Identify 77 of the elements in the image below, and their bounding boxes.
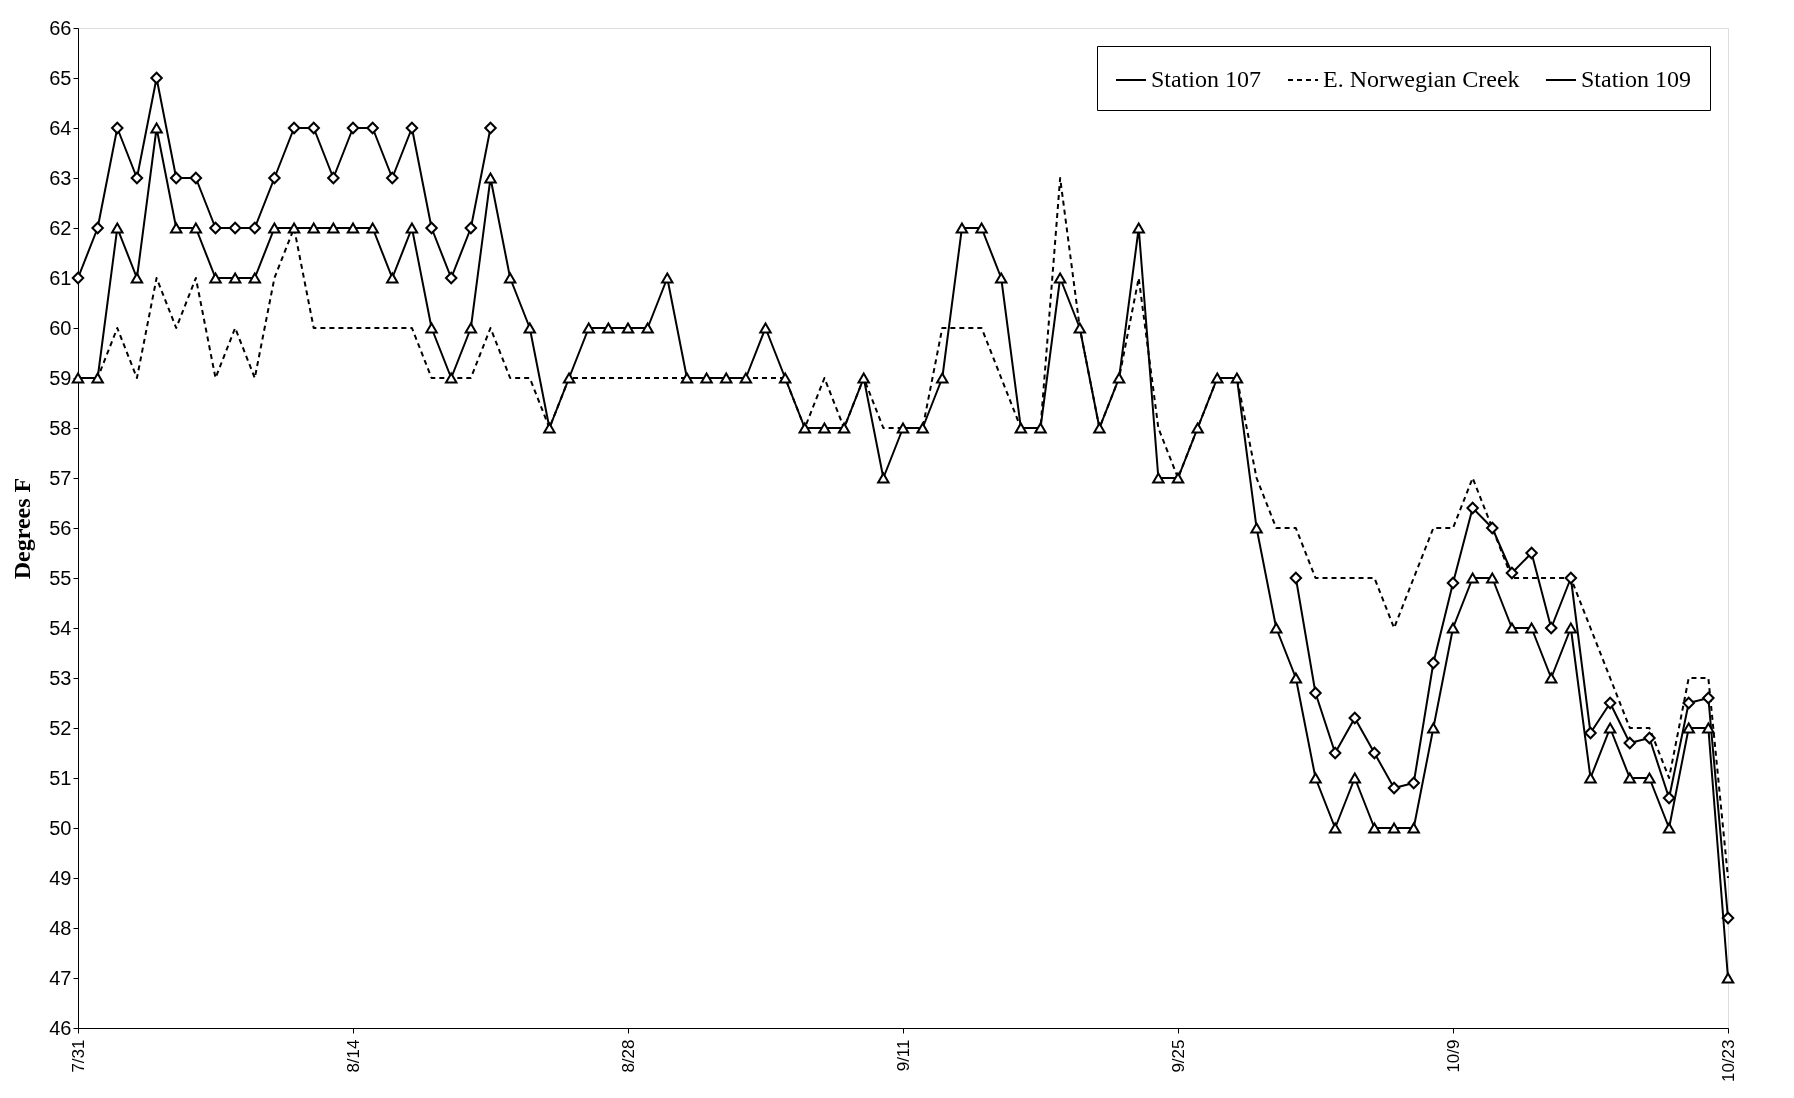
y-tick-label: 61 <box>49 266 72 289</box>
legend-label: Station 107 <box>1151 66 1262 92</box>
point <box>189 171 203 185</box>
point <box>1662 791 1676 805</box>
point <box>444 271 458 285</box>
point <box>307 121 320 135</box>
point <box>1505 566 1519 580</box>
point <box>1368 746 1381 760</box>
point <box>71 271 85 285</box>
y-tick-label: 55 <box>49 566 72 589</box>
point <box>366 121 379 135</box>
point <box>130 171 144 185</box>
point <box>287 121 301 135</box>
y-tick-label: 62 <box>49 216 72 239</box>
x-tick-label: 9/25 <box>1168 1039 1188 1073</box>
y-tick-label: 53 <box>49 666 72 689</box>
point <box>1544 621 1558 635</box>
point <box>1564 571 1578 585</box>
point <box>1387 781 1401 795</box>
point <box>111 121 124 135</box>
point <box>228 221 242 235</box>
point <box>209 221 222 235</box>
point <box>1486 521 1499 535</box>
legend-label: Station 109 <box>1581 66 1692 92</box>
y-tick-label: 49 <box>49 866 72 889</box>
point <box>1702 691 1715 705</box>
legend-label: E. Norwegian Creek <box>1323 66 1520 92</box>
x-tick-label: 8/28 <box>618 1039 638 1073</box>
y-axis-title: Degrees F <box>9 477 36 580</box>
y-tick-label: 46 <box>49 1016 72 1039</box>
point <box>268 171 281 185</box>
y-tick-label: 52 <box>49 716 72 739</box>
y-tick-label: 59 <box>49 366 72 389</box>
y-tick-label: 56 <box>49 516 72 539</box>
y-tick-label: 47 <box>49 966 72 989</box>
point <box>1407 776 1420 790</box>
point <box>150 71 163 85</box>
x-tick-label: 7/31 <box>68 1039 88 1073</box>
point <box>1427 656 1440 670</box>
x-tick-label: 9/11 <box>893 1039 913 1072</box>
y-tick-label: 51 <box>49 766 72 789</box>
point <box>484 121 497 135</box>
point <box>346 121 360 135</box>
point <box>1584 726 1597 740</box>
point <box>464 221 478 235</box>
x-tick-label: 10/23 <box>1718 1039 1738 1083</box>
x-tick-label: 10/9 <box>1443 1039 1463 1073</box>
point <box>1623 736 1637 750</box>
y-tick-label: 58 <box>49 416 72 439</box>
point <box>1289 571 1303 585</box>
point <box>425 221 438 235</box>
point <box>1682 696 1695 710</box>
point <box>386 171 399 185</box>
point <box>405 121 419 135</box>
y-tick-label: 57 <box>49 466 72 489</box>
point <box>327 171 340 185</box>
point <box>1348 711 1362 725</box>
y-tick-label: 50 <box>49 816 72 839</box>
point <box>91 221 104 235</box>
point <box>1525 546 1538 560</box>
point <box>1603 696 1617 710</box>
point <box>1643 731 1656 745</box>
y-tick-label: 63 <box>49 166 72 189</box>
y-tick-label: 54 <box>49 616 72 639</box>
y-tick-label: 60 <box>49 316 72 339</box>
point <box>169 171 183 185</box>
point <box>248 221 262 235</box>
point <box>1309 686 1322 700</box>
point <box>1328 746 1342 760</box>
point <box>1446 576 1460 590</box>
point <box>1721 911 1735 925</box>
x-tick-label: 8/14 <box>343 1039 363 1073</box>
y-tick-label: 48 <box>49 916 72 939</box>
y-tick-label: 65 <box>49 66 72 89</box>
y-tick-label: 66 <box>49 16 72 39</box>
y-tick-label: 64 <box>49 116 72 139</box>
point <box>1466 501 1479 515</box>
